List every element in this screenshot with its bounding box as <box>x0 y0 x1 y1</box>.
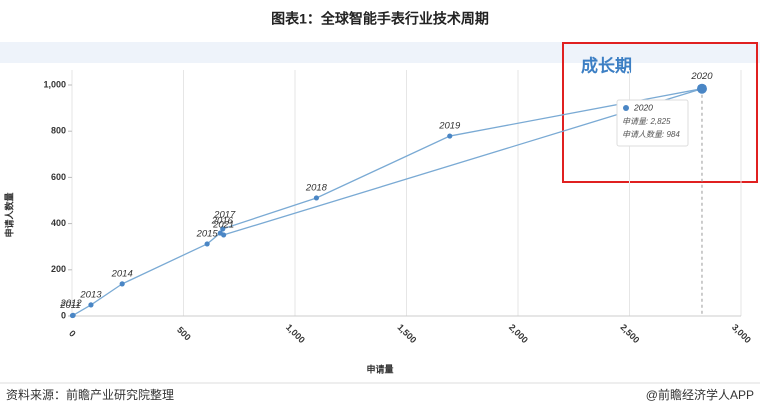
data-point <box>313 195 320 201</box>
source: 资料来源：前瞻产业研究院整理 <box>6 387 174 402</box>
x-axis-title: 申请量 <box>366 363 393 374</box>
series-line <box>72 88 703 317</box>
data-point <box>221 232 227 238</box>
top-band <box>0 42 760 63</box>
x-tick-label: 2,500 <box>618 322 641 345</box>
point-label: 2013 <box>79 289 102 300</box>
data-point <box>88 302 94 308</box>
tooltip-title: 2020 <box>633 102 653 112</box>
x-tick-label: 500 <box>175 325 193 343</box>
highlight-box <box>562 42 758 183</box>
point-label: 2012 <box>60 298 83 309</box>
tooltip-line: 申请量: 2,825 <box>622 117 671 126</box>
point-label: 2015 <box>196 228 219 239</box>
point-label: 2020 <box>690 71 713 82</box>
y-tick-label: 1,000 <box>43 79 66 89</box>
point-label: 2011 <box>59 300 80 311</box>
chart-title: 图表1：全球智能手表行业技术周期 <box>271 11 489 27</box>
y-tick-label: 600 <box>51 172 66 182</box>
y-axis-title: 申请人数量 <box>3 192 14 237</box>
point-label: 2014 <box>111 268 133 279</box>
x-tick-label: 1,000 <box>284 322 307 345</box>
x-tick-label: 3,000 <box>730 322 753 345</box>
y-tick-label: 0 <box>61 310 66 320</box>
point-label: 2021 <box>212 219 234 230</box>
data-point <box>696 83 707 94</box>
point-label: 2017 <box>213 209 236 220</box>
x-tick-label: 0 <box>67 328 78 339</box>
data-point <box>220 226 226 232</box>
data-point <box>70 312 76 318</box>
highlight-label: 成长期 <box>581 55 632 75</box>
brand: @前瞻经济学人APP <box>646 387 754 402</box>
data-point <box>204 241 210 247</box>
tooltip: 2020 申请量: 2,825 申请人数量: 984 <box>616 99 689 147</box>
y-tick-label: 800 <box>51 126 66 136</box>
data-point <box>447 133 453 139</box>
tooltip-line: 申请人数量: 984 <box>622 130 680 139</box>
x-tick-label: 1,500 <box>395 322 418 345</box>
point-label: 2018 <box>305 182 328 193</box>
y-tick-label: 400 <box>51 218 66 228</box>
data-point <box>119 281 125 287</box>
point-label: 2019 <box>438 121 461 132</box>
tooltip-box <box>616 99 689 147</box>
x-tick-label: 2,000 <box>507 322 530 345</box>
point-label: 2016 <box>211 216 234 227</box>
y-tick-label: 200 <box>51 264 66 274</box>
tooltip-marker <box>623 105 629 111</box>
